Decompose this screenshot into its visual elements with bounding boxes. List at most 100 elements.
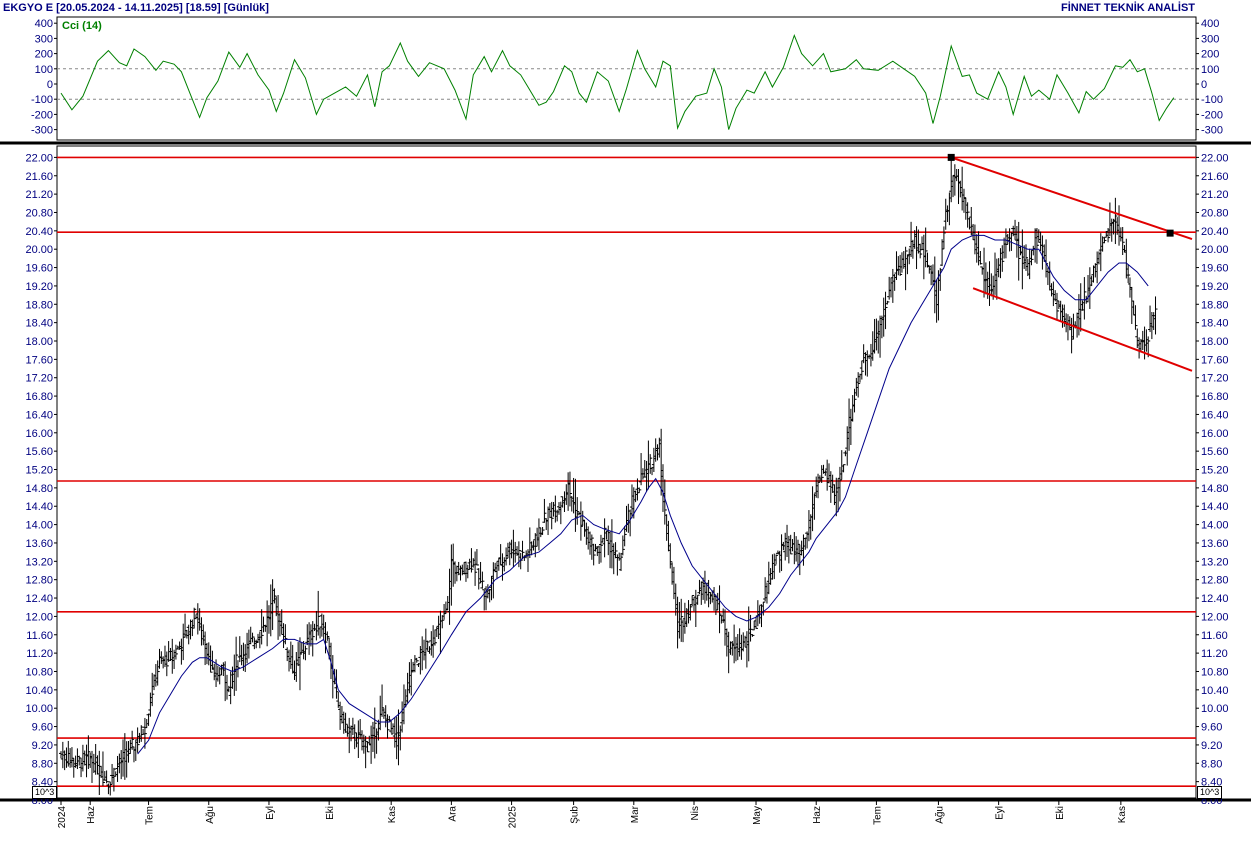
cci-tick-label-right: -100 (1201, 94, 1223, 106)
date-tick-label: Eki (325, 806, 336, 820)
price-tick-label-right: 18.40 (1201, 318, 1229, 330)
date-tick-label: Haz (86, 806, 97, 824)
price-tick-label-right: 22.00 (1201, 152, 1229, 164)
price-tick-label-left: 12.40 (25, 593, 53, 605)
cci-tick-label-left: -200 (31, 109, 53, 121)
price-tick-label-left: 16.40 (25, 409, 53, 421)
price-tick-label-right: 17.60 (1201, 354, 1229, 366)
price-tick-label-right: 21.20 (1201, 189, 1229, 201)
trend-channel-upper-line (950, 156, 1193, 241)
price-tick-label-left: 20.80 (25, 207, 53, 219)
date-tick-label: Ağu (934, 806, 945, 824)
date-tick-label: 2025 (508, 806, 519, 829)
price-tick-label-right: 16.40 (1201, 409, 1229, 421)
price-tick-label-right: 8.40 (1201, 777, 1222, 789)
cci-tick-label-right: -200 (1201, 109, 1223, 121)
price-tick-label-right: 19.20 (1201, 281, 1229, 293)
date-tick-label: 2024 (57, 806, 68, 829)
price-tick-label-right: 13.60 (1201, 538, 1229, 550)
price-tick-label-left: 15.60 (25, 446, 53, 458)
price-tick-label-right: 11.20 (1201, 648, 1228, 660)
date-tick-label: Kas (387, 806, 398, 823)
price-tick-label-right: 15.60 (1201, 446, 1229, 458)
price-tick-label-right: 9.20 (1201, 740, 1222, 752)
cci-tick-label-right: 300 (1201, 33, 1219, 45)
price-tick-label-left: 11.20 (26, 648, 53, 660)
price-tick-label-right: 18.00 (1201, 336, 1229, 348)
date-tick-label: Şub (570, 806, 581, 824)
date-tick-label: Tem (872, 806, 883, 825)
cci-tick-label-right: 400 (1201, 18, 1219, 30)
date-tick-label: Mar (630, 805, 641, 823)
price-tick-label-left: 16.00 (25, 428, 53, 440)
price-tick-label-right: 10.80 (1201, 666, 1229, 678)
trend-channel-lower-line (972, 287, 1193, 372)
price-tick-label-right: 14.80 (1201, 483, 1229, 495)
cci-tick-label-left: 400 (35, 18, 53, 30)
price-tick-label-right: 11.60 (1201, 630, 1228, 642)
price-tick-label-right: 8.80 (1201, 758, 1222, 770)
price-tick-label-left: 17.60 (25, 354, 53, 366)
cci-tick-label-left: 0 (47, 79, 53, 91)
price-tick-label-right: 20.00 (1201, 244, 1229, 256)
cci-tick-label-left: -300 (31, 125, 53, 137)
date-tick-label: Eki (1055, 806, 1066, 820)
price-tick-label-left: 13.20 (25, 556, 53, 568)
date-tick-label: Nis (690, 806, 701, 820)
date-tick-label: Kas (1117, 806, 1128, 823)
price-tick-label-left: 15.20 (25, 465, 53, 477)
chart-header-symbol: EKGYO E [20.05.2024 - 14.11.2025] [18.59… (3, 2, 269, 14)
price-tick-label-left: 11.60 (26, 630, 53, 642)
cci-indicator-label: Cci (14) (62, 20, 102, 32)
price-tick-label-left: 10.00 (25, 703, 53, 715)
price-tick-label-left: 12.00 (25, 611, 53, 623)
price-tick-label-left: 14.00 (25, 520, 53, 532)
price-tick-label-right: 12.00 (1201, 611, 1229, 623)
price-tick-label-left: 19.20 (25, 281, 53, 293)
date-tick-label: Ara (447, 806, 458, 822)
price-tick-label-right: 19.60 (1201, 263, 1229, 275)
cci-panel-frame (56, 16, 1197, 141)
price-tick-label-left: 8.80 (32, 758, 53, 770)
price-tick-label-left: 12.80 (25, 575, 53, 587)
price-tick-label-left: 9.60 (32, 722, 53, 734)
cci-tick-label-left: 300 (35, 33, 53, 45)
price-tick-label-right: 13.20 (1201, 556, 1229, 568)
price-tick-label-right: 16.00 (1201, 428, 1229, 440)
price-tick-label-right: 14.40 (1201, 501, 1229, 513)
ohlc-bars-group (59, 159, 1158, 796)
cci-tick-label-left: 100 (35, 64, 53, 76)
price-tick-label-left: 14.40 (25, 501, 53, 513)
price-panel-frame (56, 145, 1197, 799)
price-tick-label-right: 12.80 (1201, 575, 1229, 587)
date-tick-label: Eyl (995, 806, 1006, 820)
price-tick-label-left: 18.80 (25, 299, 53, 311)
chart-header-brand: FİNNET TEKNİK ANALİST (1060, 2, 1195, 14)
date-tick-label: Eyl (265, 806, 276, 820)
moving-average-line (137, 234, 1149, 755)
price-tick-label-left: 18.00 (25, 336, 53, 348)
cci-tick-label-right: 100 (1201, 64, 1219, 76)
price-tick-label-right: 17.20 (1201, 373, 1229, 385)
price-tick-label-left: 18.40 (25, 318, 53, 330)
price-tick-label-right: 10.00 (1201, 703, 1229, 715)
cci-tick-label-right: 0 (1201, 79, 1207, 91)
price-tick-label-right: 9.60 (1201, 722, 1222, 734)
price-tick-label-right: 10.40 (1201, 685, 1229, 697)
price-tick-label-left: 17.20 (25, 373, 53, 385)
date-tick-label: Tem (145, 806, 156, 825)
price-tick-label-right: 14.00 (1201, 520, 1229, 532)
cci-series-line (60, 33, 1175, 130)
price-tick-label-left: 16.80 (25, 391, 53, 403)
scale-label-left: 10^3 (32, 786, 58, 799)
price-tick-label-left: 13.60 (25, 538, 53, 550)
date-tick-label: May (752, 806, 763, 825)
price-tick-label-right: 15.20 (1201, 465, 1229, 477)
trend-anchor-marker (1166, 229, 1174, 237)
price-tick-label-left: 10.80 (25, 666, 53, 678)
price-tick-label-right: 20.40 (1201, 226, 1229, 238)
price-tick-label-left: 19.60 (25, 263, 53, 275)
price-tick-label-left: 9.20 (32, 740, 53, 752)
price-tick-label-left: 14.80 (25, 483, 53, 495)
